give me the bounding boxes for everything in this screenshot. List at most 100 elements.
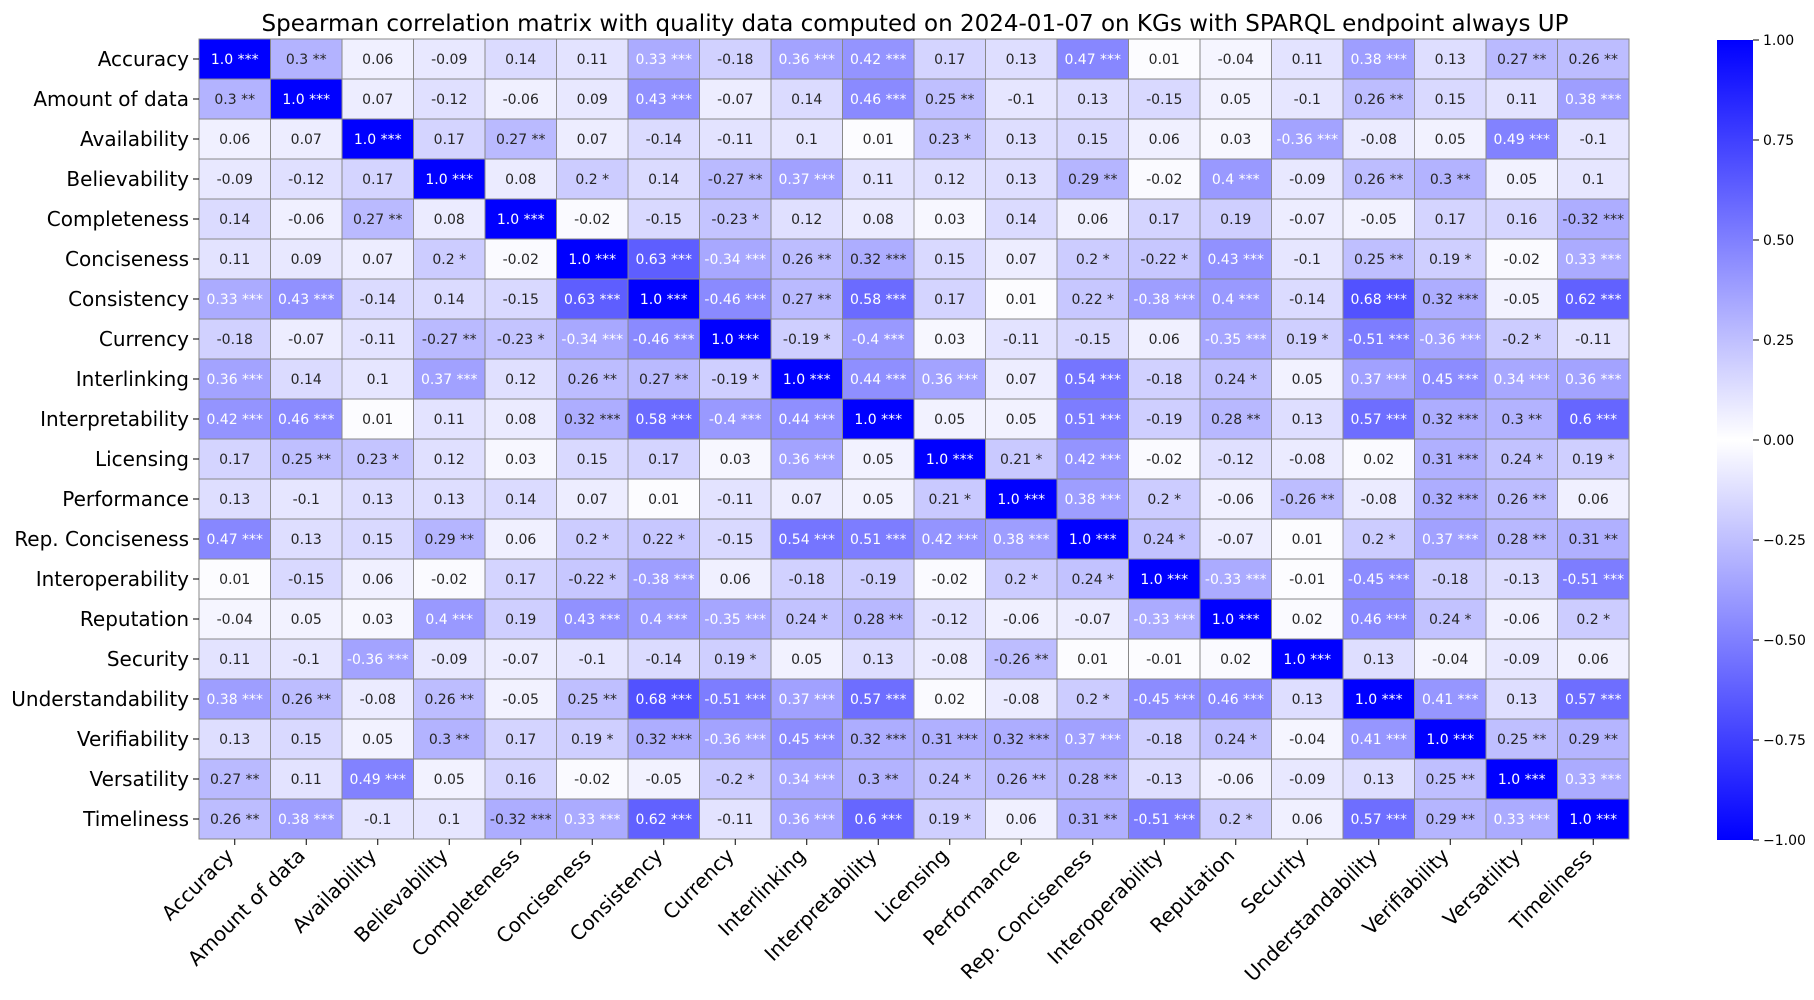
cell-label: 1.0 *** [711, 332, 759, 348]
heatmap-cell [770, 518, 843, 560]
heatmap-cell [1128, 718, 1201, 760]
heatmap-cell [627, 438, 700, 480]
cell-label: 0.12 [434, 452, 465, 468]
cell-label: 0.02 [934, 692, 965, 708]
heatmap-cell [699, 278, 772, 320]
cell-label: 0.02 [1292, 612, 1323, 628]
heatmap-cell [270, 398, 343, 440]
cell-label: 0.12 [791, 212, 822, 228]
cell-label: -0.51 *** [1348, 332, 1410, 348]
cell-label: 0.46 *** [850, 92, 907, 108]
cell-label: 0.46 *** [278, 412, 335, 428]
cell-label: 1.0 *** [354, 132, 402, 148]
cell-label: -0.1 [579, 652, 606, 668]
cell-label: 0.03 [934, 332, 965, 348]
heatmap-cell [341, 118, 414, 160]
cell-label: 0.13 [863, 652, 894, 668]
heatmap-cell [1485, 118, 1558, 160]
cell-label: 0.15 [1077, 132, 1108, 148]
heatmap-cell [1414, 238, 1487, 280]
cell-label: 0.19 * [928, 812, 971, 828]
cell-label: 0.41 *** [1350, 732, 1407, 748]
column-label: Understandability [1240, 843, 1383, 986]
heatmap-cell [1056, 718, 1129, 760]
cell-label: -0.04 [1218, 52, 1254, 68]
heatmap-cell [1414, 638, 1487, 680]
cell-label: 0.49 *** [1493, 132, 1550, 148]
heatmap-cell [913, 438, 986, 480]
heatmap-cell [1557, 518, 1630, 560]
cell-label: 0.1 [1582, 172, 1604, 188]
heatmap-cell [1485, 798, 1558, 840]
heatmap-cell [627, 318, 700, 360]
cell-label: 0.17 [434, 132, 465, 148]
cell-label: 0.2 * [1147, 492, 1181, 508]
cell-label: 0.28 ** [1211, 412, 1261, 428]
cell-label: -0.14 [1289, 292, 1325, 308]
cell-label: 0.16 [1506, 212, 1537, 228]
colorbar-tick-label: −0.75 [1763, 733, 1806, 749]
heatmap-cell [341, 198, 414, 240]
cell-label: -0.12 [288, 172, 324, 188]
heatmap-cell [1557, 198, 1630, 240]
cell-label: -0.07 [288, 332, 324, 348]
row-label: Consistency [68, 287, 189, 311]
heatmap-cell [913, 678, 986, 720]
cell-label: 0.54 *** [778, 532, 835, 548]
heatmap-cell [341, 278, 414, 320]
cell-label: 0.68 *** [1350, 292, 1407, 308]
cell-label: 0.05 [291, 612, 322, 628]
cell-label: 0.06 [219, 132, 250, 148]
heatmap-cell [770, 718, 843, 760]
cell-label: 0.6 *** [854, 812, 902, 828]
row-label: Reputation [80, 607, 189, 631]
heatmap-cell [985, 558, 1058, 600]
cell-label: 0.07 [1006, 372, 1037, 388]
heatmap-cell [985, 238, 1058, 280]
cell-label: 0.26 ** [782, 252, 832, 268]
heatmap-cell [1414, 158, 1487, 200]
cell-label: 0.08 [863, 212, 894, 228]
cell-label: 0.02 [1363, 452, 1394, 468]
cell-label: 0.29 ** [1425, 812, 1475, 828]
heatmap-cell [556, 278, 629, 320]
heatmap-cell [842, 678, 915, 720]
cell-label: 0.08 [505, 412, 536, 428]
heatmap-cell [270, 798, 343, 840]
cell-label: 1.0 *** [854, 412, 902, 428]
cell-label: 0.28 ** [853, 612, 903, 628]
row-labels: Accuracy Amount of data Availability Believ… [11, 47, 199, 831]
heatmap-cell [1557, 318, 1630, 360]
cell-label: 0.26 ** [1568, 52, 1618, 68]
cell-label: 0.16 [505, 772, 536, 788]
heatmap-cell [770, 598, 843, 640]
cell-label: 0.12 [934, 172, 965, 188]
heatmap-cell [1056, 798, 1129, 840]
heatmap-cell [985, 798, 1058, 840]
heatmap-cell [413, 198, 486, 240]
cell-label: 0.14 [791, 92, 822, 108]
heatmap-cell [1199, 398, 1272, 440]
heatmap-cell [1557, 758, 1630, 800]
cell-label: 0.15 [362, 532, 393, 548]
heatmap-cell [556, 158, 629, 200]
cell-label: 0.11 [291, 772, 322, 788]
heatmap-cell [270, 318, 343, 360]
cell-label: -0.08 [1289, 452, 1325, 468]
cell-label: -0.08 [1361, 492, 1397, 508]
heatmap-cell [1342, 158, 1415, 200]
cell-label: -0.19 * [783, 332, 831, 348]
cell-label: 0.43 *** [1207, 252, 1264, 268]
cell-label: 0.15 [934, 252, 965, 268]
heatmap-cell [1414, 598, 1487, 640]
cell-label: -0.08 [360, 692, 396, 708]
heatmap-cell [1271, 318, 1344, 360]
heatmap-cell [1485, 478, 1558, 520]
cell-label: 0.26 ** [210, 812, 260, 828]
row-label: Licensing [95, 447, 189, 471]
cell-label: 0.01 [1006, 292, 1037, 308]
cell-label: 0.24 * [928, 772, 971, 788]
cell-label: 0.13 [219, 732, 250, 748]
cell-label: 0.32 *** [850, 252, 907, 268]
cell-label: -0.09 [1289, 772, 1325, 788]
